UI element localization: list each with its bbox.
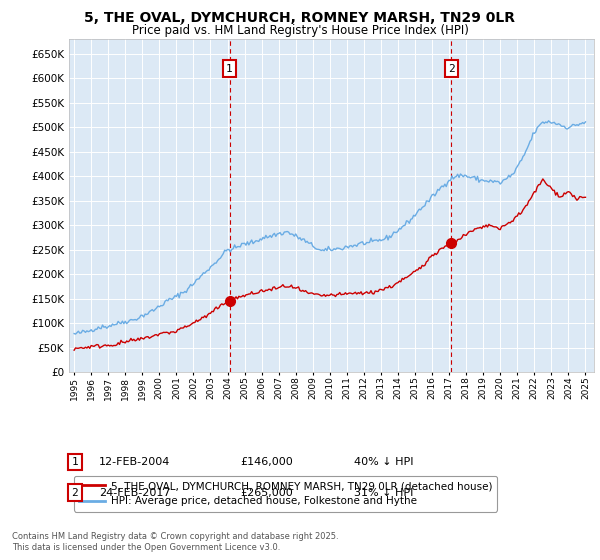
Text: 31% ↓ HPI: 31% ↓ HPI bbox=[354, 488, 413, 498]
Text: 2: 2 bbox=[448, 64, 455, 73]
Text: £265,000: £265,000 bbox=[240, 488, 293, 498]
Text: 5, THE OVAL, DYMCHURCH, ROMNEY MARSH, TN29 0LR: 5, THE OVAL, DYMCHURCH, ROMNEY MARSH, TN… bbox=[85, 11, 515, 25]
Text: 1: 1 bbox=[226, 64, 233, 73]
Text: 24-FEB-2017: 24-FEB-2017 bbox=[99, 488, 170, 498]
Text: 1: 1 bbox=[71, 457, 79, 467]
Legend: 5, THE OVAL, DYMCHURCH, ROMNEY MARSH, TN29 0LR (detached house), HPI: Average pr: 5, THE OVAL, DYMCHURCH, ROMNEY MARSH, TN… bbox=[74, 476, 497, 511]
Text: 40% ↓ HPI: 40% ↓ HPI bbox=[354, 457, 413, 467]
Text: 12-FEB-2004: 12-FEB-2004 bbox=[99, 457, 170, 467]
Text: Price paid vs. HM Land Registry's House Price Index (HPI): Price paid vs. HM Land Registry's House … bbox=[131, 24, 469, 36]
Text: Contains HM Land Registry data © Crown copyright and database right 2025.
This d: Contains HM Land Registry data © Crown c… bbox=[12, 532, 338, 552]
Text: 2: 2 bbox=[71, 488, 79, 498]
Text: £146,000: £146,000 bbox=[240, 457, 293, 467]
